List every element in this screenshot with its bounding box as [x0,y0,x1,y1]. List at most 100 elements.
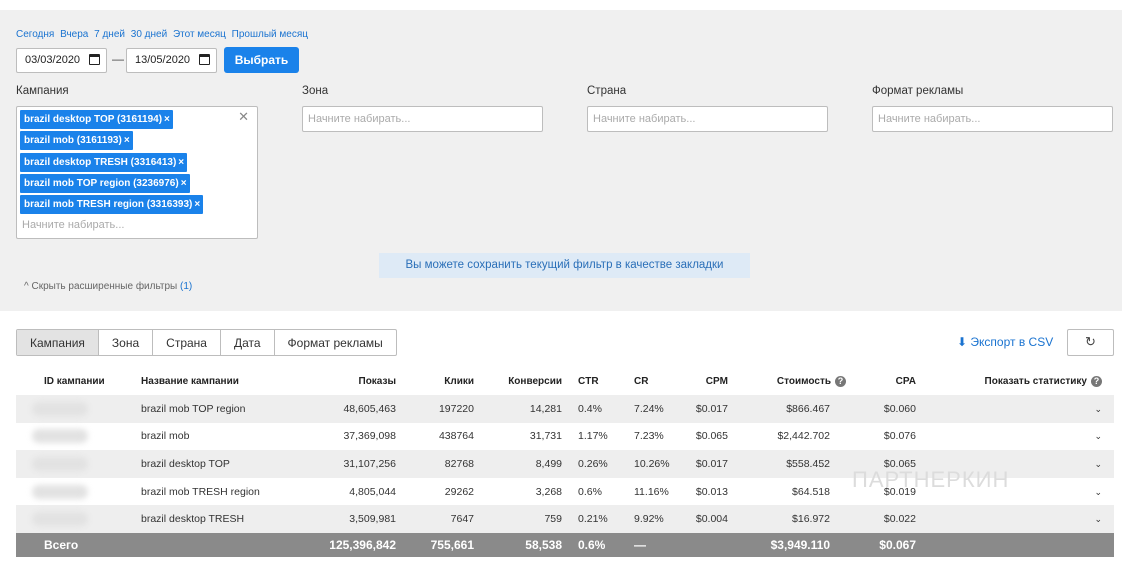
clicks-cell: 197220 [438,402,474,415]
select-button[interactable]: Выбрать [224,47,299,73]
impressions-cell: 48,605,463 [343,402,396,415]
chip-label: brazil mob TOP region (3236976) [24,178,179,189]
chip-remove-icon[interactable]: × [194,199,201,210]
blurred-campaign-id [32,484,88,499]
campaign-chip: brazil mob (3161193) × [20,131,133,150]
save-bookmark-link[interactable]: Вы можете сохранить текущий фильтр в кач… [379,253,750,278]
tab-campaign[interactable]: Кампания [17,330,99,355]
chevron-down-icon[interactable]: ⌄ [1094,431,1102,442]
col-campaign-id[interactable]: ID кампании [44,376,105,387]
col-clicks[interactable]: Клики [444,376,474,387]
tab-zone[interactable]: Зона [99,330,154,355]
watermark-text: ПАРТНЕРКИН [852,467,1010,492]
cpm-cell: $0.017 [695,402,728,415]
campaign-chip: brazil mob TOP region (3236976) × [20,174,190,193]
impressions-cell: 37,369,098 [343,430,396,443]
cost-cell: $2,442.702 [777,430,830,443]
table-row[interactable]: brazil desktop TOP 31,107,256 82768 8,49… [16,450,1114,478]
help-icon[interactable]: ? [835,375,846,387]
ctr-cell: 0.26% [578,457,608,470]
chevron-down-icon[interactable]: ⌄ [1094,403,1102,414]
cr-cell: 7.24% [634,402,664,415]
cpm-cell: $0.013 [695,485,728,498]
chip-label: brazil mob TRESH region (3316393) [24,199,193,210]
campaign-chip: brazil desktop TOP (3161194) × [20,110,173,129]
country-input[interactable]: Начните набирать... [587,106,828,132]
conversions-cell: 8,499 [535,457,562,470]
col-cr[interactable]: CR [634,376,649,387]
campaign-name-cell: brazil mob [141,430,190,443]
col-cost[interactable]: Стоимость? [728,368,846,395]
grouping-tabs: Кампания Зона Страна Дата Формат рекламы [16,329,397,356]
cpa-cell: $0.076 [883,430,916,443]
chevron-down-icon[interactable]: ⌄ [1094,514,1102,525]
ctr-cell: 0.4% [578,402,602,415]
chevron-down-icon[interactable]: ⌄ [1094,486,1102,497]
range-today[interactable]: Сегодня [16,29,55,40]
cr-cell: 11.16% [634,485,669,498]
chevron-down-icon[interactable]: ⌄ [1094,458,1102,469]
conversions-cell: 14,281 [529,402,562,415]
calendar-icon [89,54,100,65]
date-to-value: 13/05/2020 [135,54,191,66]
chip-remove-icon[interactable]: × [178,157,185,168]
hide-advanced-filters[interactable]: ^ Скрыть расширенные фильтры (1) [24,281,192,292]
ad-format-input[interactable]: Начните набирать... [872,106,1113,132]
campaign-name-cell: brazil desktop TRESH [141,513,245,526]
chevron-up-icon: ^ [24,281,29,292]
clear-all-icon[interactable]: ✕ [238,109,249,124]
impressions-cell: 31,107,256 [343,457,396,470]
range-7-days[interactable]: 7 дней [94,29,125,40]
filters-count: (1) [180,281,193,292]
cost-cell: $558.452 [786,457,830,470]
blurred-campaign-id [32,456,88,471]
chip-remove-icon[interactable]: × [180,178,187,189]
table-row[interactable]: brazil mob 37,369,098 438764 31,731 1.17… [16,423,1114,451]
chip-label: brazil desktop TRESH (3316413) [24,157,177,168]
date-to-input[interactable]: 13/05/2020 [126,48,217,73]
total-cost: $3,949.110 [728,532,846,557]
range-yesterday[interactable]: Вчера [60,29,89,40]
table-row[interactable]: brazil mob TRESH region 4,805,044 29262 … [16,478,1114,506]
refresh-icon: ↻ [1085,334,1096,349]
tab-ad-format[interactable]: Формат рекламы [287,336,383,350]
download-icon: ⬇ [957,335,968,349]
tab-date[interactable]: Дата [221,330,275,355]
chip-remove-icon[interactable]: × [164,114,170,125]
impressions-cell: 3,509,981 [349,513,396,526]
chip-label: brazil mob (3161193) [24,135,122,146]
campaign-label: Кампания [16,85,69,97]
range-30-days[interactable]: 30 дней [130,29,168,40]
show-stats-header-label: Показать статистику [984,376,1087,388]
calendar-icon [199,54,210,65]
chip-remove-icon[interactable]: × [123,135,130,146]
help-icon[interactable]: ? [1091,375,1102,387]
col-ctr[interactable]: CTR [578,376,599,387]
refresh-button[interactable]: ↻ [1067,329,1114,356]
blurred-campaign-id [32,512,88,527]
date-from-input[interactable]: 03/03/2020 [16,48,107,73]
zone-input[interactable]: Начните набирать... [302,106,543,132]
total-label: Всего [16,532,108,557]
export-csv-button[interactable]: ⬇ Экспорт в CSV [957,335,1053,349]
cpa-cell: $0.022 [883,513,916,526]
impressions-cell: 4,805,044 [349,485,396,498]
cost-cell: $866.467 [786,402,830,415]
col-conversions[interactable]: Конверсии [508,376,562,387]
cpm-cell: $0.017 [695,457,728,470]
tab-country[interactable]: Страна [153,330,221,355]
zone-label: Зона [302,85,329,97]
col-impressions[interactable]: Показы [358,376,397,387]
total-cpa: $0.067 [846,532,916,557]
col-cpm[interactable]: CPM [705,376,728,387]
table-row[interactable]: brazil desktop TRESH 3,509,981 7647 759 … [16,505,1114,533]
stats-table: ID кампании Название кампании Показы Кли… [16,368,1114,557]
watermark-logo: ПАРТНЕРКИН [852,467,1009,493]
campaign-search-input[interactable]: Начните набирать... [22,219,125,231]
range-this-month[interactable]: Этот месяц [172,29,226,40]
col-campaign-name[interactable]: Название кампании [141,376,239,387]
table-row[interactable]: brazil mob TOP region 48,605,463 197220 … [16,395,1114,423]
campaign-multiselect[interactable]: brazil desktop TOP (3161194) × brazil mob… [16,106,258,239]
col-cpa[interactable]: CPA [895,376,916,387]
range-last-month[interactable]: Прошлый месяц [231,29,308,40]
